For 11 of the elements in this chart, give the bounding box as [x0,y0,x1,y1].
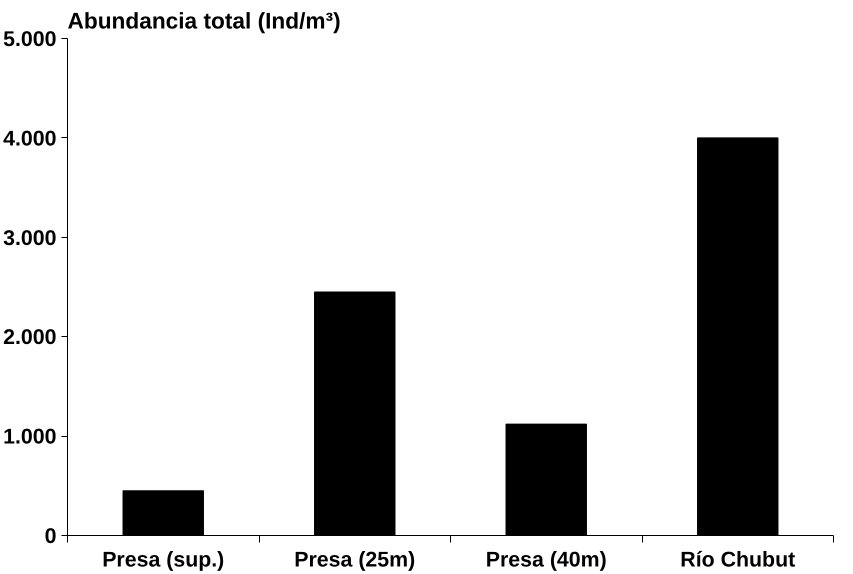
y-tick-label: 0 [44,524,57,548]
x-tick-label: Río Chubut [680,548,796,572]
y-tick-label: 2.000 [3,325,57,350]
y-tick-label: 4.000 [3,126,57,150]
x-tick-label: Presa (40m) [486,548,607,572]
y-axis-title: Abundancia total (Ind/m³) [68,8,341,34]
x-tick-label: Presa (25m) [294,548,416,572]
y-tick-label: 3.000 [3,226,57,250]
y-tick-label: 1.000 [3,424,57,449]
x-tick-label: Presa (sup.) [102,548,224,572]
y-tick-label: 5.000 [3,27,57,51]
